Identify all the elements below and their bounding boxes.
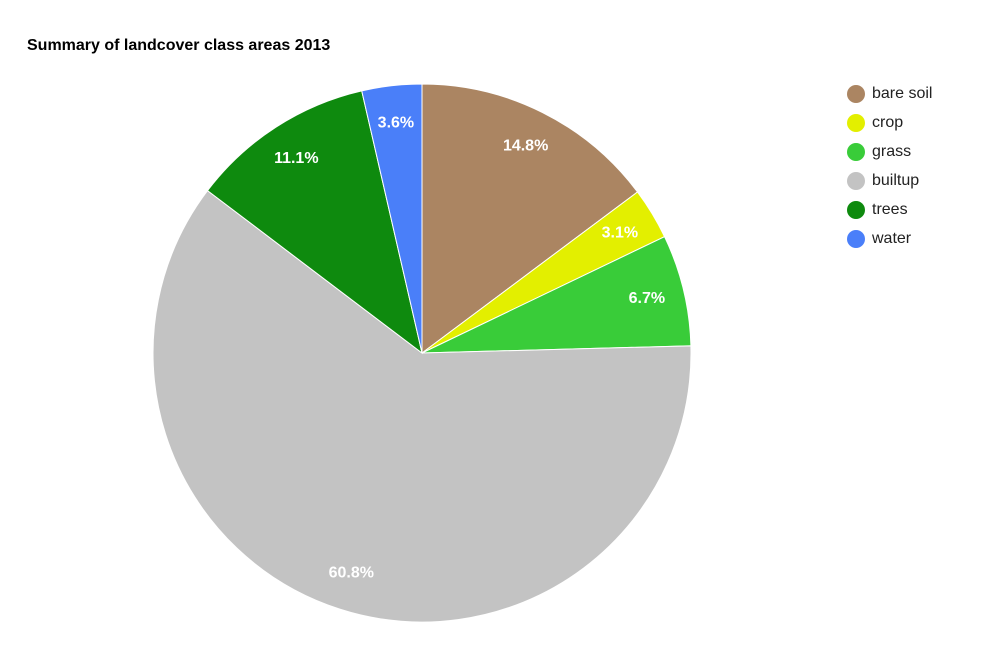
pie-slice xyxy=(421,83,639,354)
slice-label: 60.8% xyxy=(329,564,374,581)
slice-label: 3.1% xyxy=(602,224,638,241)
legend-label: bare soil xyxy=(872,85,932,102)
legend-swatch xyxy=(847,114,865,132)
pie-slice xyxy=(421,235,692,354)
legend-swatch xyxy=(847,230,865,248)
pie-slice xyxy=(152,189,692,623)
slice-label: 11.1% xyxy=(274,150,318,167)
legend-label: grass xyxy=(872,143,911,160)
legend-swatch xyxy=(847,85,865,103)
legend-label: builtup xyxy=(872,172,919,189)
chart-title: Summary of landcover class areas 2013 xyxy=(27,37,330,54)
slice-label: 6.7% xyxy=(629,290,665,307)
legend-label: crop xyxy=(872,114,903,131)
slice-label: 3.6% xyxy=(378,114,414,131)
pie-slice xyxy=(361,83,423,354)
pie-slice xyxy=(206,90,423,355)
legend-swatch xyxy=(847,201,865,219)
legend-label: water xyxy=(871,230,912,247)
legend-swatch xyxy=(847,172,865,190)
legend-label: trees xyxy=(872,201,908,218)
legend-swatch xyxy=(847,143,865,161)
slice-label: 14.8% xyxy=(503,137,548,154)
